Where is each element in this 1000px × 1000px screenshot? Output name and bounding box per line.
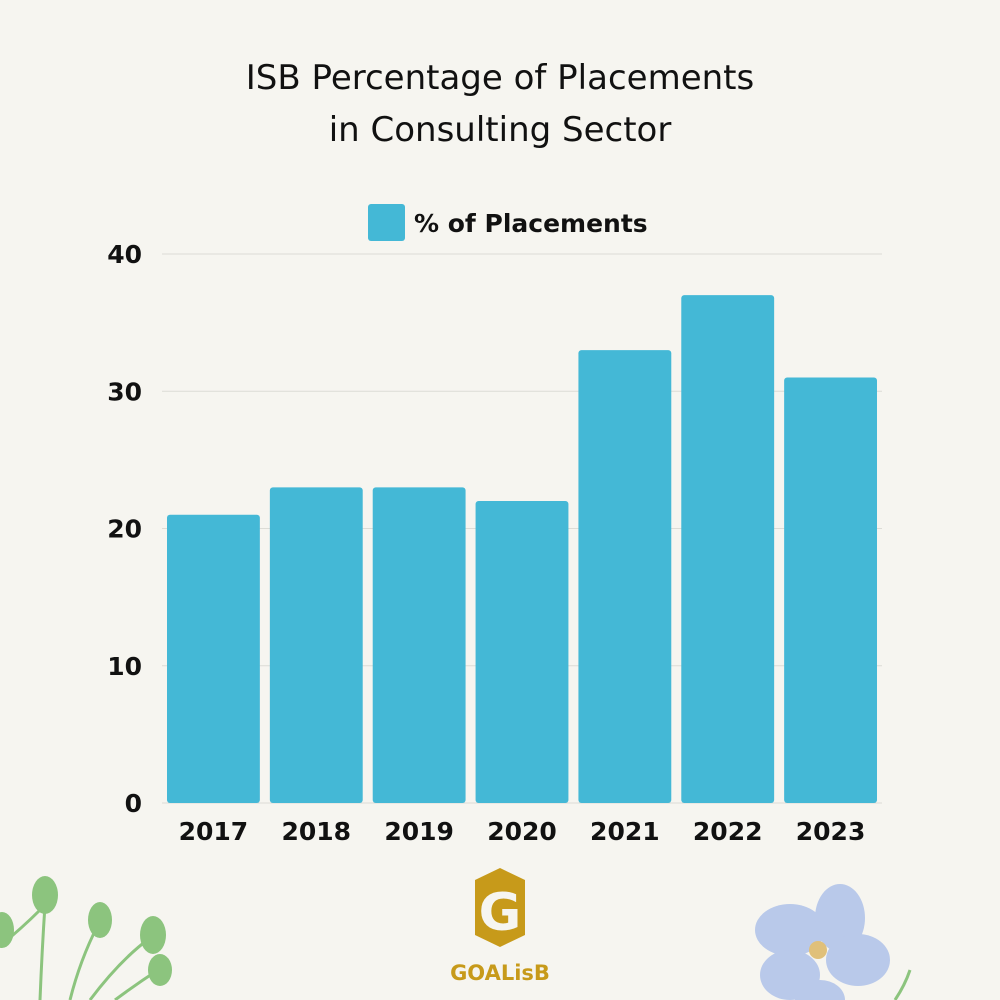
y-tick-label: 10 [107, 652, 142, 681]
bar-2020 [475, 501, 569, 803]
y-axis: 0 10 20 30 40 [107, 240, 142, 818]
chart-title: ISB Percentage of Placements in Consulti… [0, 52, 1000, 156]
y-tick-label: 30 [107, 377, 142, 406]
legend: % of Placements [368, 204, 648, 241]
x-tick-label: 2019 [384, 817, 454, 846]
y-tick-label: 40 [107, 240, 142, 269]
bar-2018 [269, 487, 363, 803]
legend-label: % of Placements [414, 209, 648, 238]
bar-2017 [167, 514, 260, 803]
legend-swatch [368, 204, 405, 241]
goalisb-logo: G GOALisB [450, 868, 550, 985]
x-tick-label: 2023 [796, 817, 866, 846]
leaf-decoration [0, 876, 172, 1000]
y-tick-label: 0 [125, 789, 142, 818]
x-tick-label: 2017 [179, 817, 249, 846]
bar-2023 [784, 377, 877, 803]
logo-brand-text: GOALisB [450, 961, 550, 985]
bar-2019 [372, 487, 466, 803]
bar-2021 [578, 350, 672, 803]
y-tick-label: 20 [107, 515, 142, 544]
x-axis: 2017 2018 2019 2020 2021 2022 2023 [179, 817, 866, 846]
x-tick-label: 2018 [281, 817, 351, 846]
bar-2022 [681, 295, 775, 803]
logo-letter: G [479, 883, 522, 943]
x-tick-label: 2022 [693, 817, 763, 846]
x-tick-label: 2020 [487, 817, 557, 846]
chart-title-line-2: in Consulting Sector [328, 110, 672, 150]
x-tick-label: 2021 [590, 817, 660, 846]
flower-decoration [755, 884, 912, 1000]
chart-title-line-1: ISB Percentage of Placements [245, 58, 755, 98]
bars [167, 295, 877, 803]
